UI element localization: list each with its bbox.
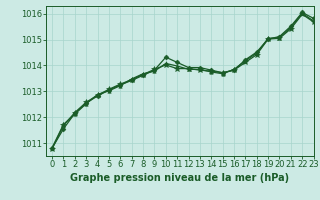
X-axis label: Graphe pression niveau de la mer (hPa): Graphe pression niveau de la mer (hPa) [70, 173, 290, 183]
